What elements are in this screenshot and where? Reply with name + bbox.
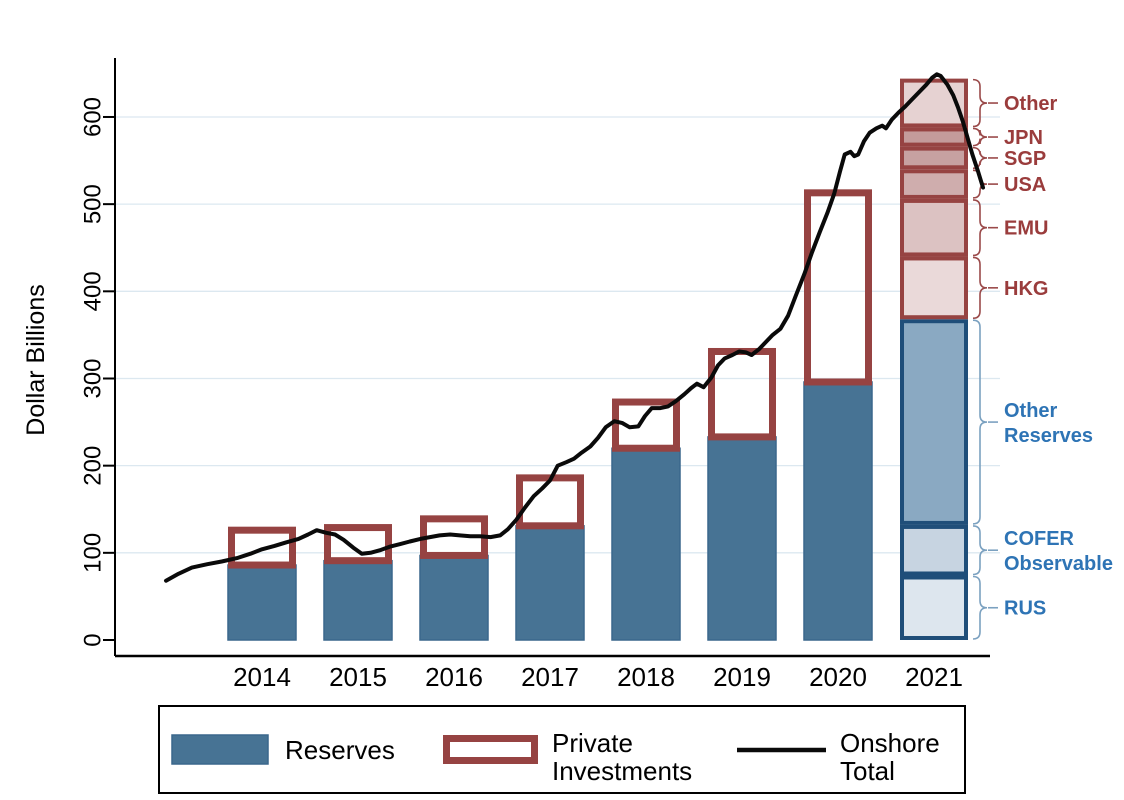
bar-2020-private-outline — [804, 189, 872, 386]
onshore-total-line — [164, 72, 985, 583]
x-tick-label-2020: 2020 — [809, 662, 867, 692]
stack-segment-sgp — [900, 146, 968, 170]
x-tick-label-2021: 2021 — [905, 662, 963, 692]
y-tick-label-600: 600 — [79, 97, 106, 137]
stack-segment-rus — [900, 575, 968, 640]
legend-label-private-investments-line2: Investments — [552, 756, 692, 786]
side-label-rus: RUS — [1004, 598, 1046, 620]
stack-segment-cofer-observable — [900, 524, 968, 576]
y-tick-label-500: 500 — [79, 184, 106, 224]
side-label-other-reserves-line2: Reserves — [1004, 425, 1093, 447]
side-label-other-reserves-line1: Other — [1004, 400, 1058, 422]
bar-2018-private-outline — [612, 398, 680, 452]
x-tick-label-2017: 2017 — [521, 662, 579, 692]
x-tick-label-2018: 2018 — [617, 662, 675, 692]
brace-emu — [972, 199, 988, 257]
bar-2014-private-outline — [228, 526, 296, 569]
side-label-jpn: JPN — [1004, 127, 1043, 149]
side-label-usa: USA — [1004, 174, 1046, 196]
bar-2019-reserves — [707, 436, 777, 641]
stack-segment-hkg — [900, 256, 968, 320]
y-tick-label-0: 0 — [79, 633, 106, 646]
y-tick-label-100: 100 — [79, 533, 106, 573]
brace-other-reserves — [972, 319, 988, 525]
stack-segment-other — [900, 78, 968, 128]
brace-rus — [972, 575, 988, 640]
legend-label-onshore-total-line1: Onshore — [840, 728, 940, 758]
legend-label-private-investments-line1: Private — [552, 728, 633, 758]
side-label-cofer-observable-line1: COFER — [1004, 528, 1075, 550]
x-tick-label-2019: 2019 — [713, 662, 771, 692]
bar-2015-reserves — [323, 559, 393, 641]
y-tick-label-400: 400 — [79, 271, 106, 311]
brace-hkg — [972, 256, 988, 320]
x-tick-label-2015: 2015 — [329, 662, 387, 692]
bar-2016-reserves — [419, 554, 489, 641]
x-tick-label-2016: 2016 — [425, 662, 483, 692]
legend-label-onshore-total-line2: Total — [840, 756, 895, 786]
side-label-cofer-observable-line2: Observable — [1004, 553, 1113, 575]
legend-box — [158, 705, 966, 794]
bar-2014-reserves — [227, 564, 297, 641]
side-label-sgp: SGP — [1004, 148, 1046, 170]
y-axis-title: Dollar Billions — [22, 284, 50, 435]
stack-segment-usa — [900, 169, 968, 199]
bar-2018-reserves — [611, 447, 681, 641]
y-tick-label-200: 200 — [79, 446, 106, 486]
stack-segment-other-reserves — [900, 319, 968, 525]
y-tick-label-300: 300 — [79, 358, 106, 398]
bar-2015-private-outline — [324, 524, 392, 565]
legend-marker-private-investments — [443, 735, 538, 764]
brace-cofer-observable — [972, 525, 988, 576]
brace-other — [972, 78, 988, 128]
brace-jpn — [972, 127, 988, 147]
bar-2017-reserves — [515, 525, 585, 641]
brace-sgp — [972, 146, 988, 170]
side-label-other: Other — [1004, 93, 1058, 115]
side-label-hkg: HKG — [1004, 278, 1048, 300]
bar-2020-reserves — [803, 381, 873, 641]
legend-marker-reserves — [171, 734, 269, 765]
side-label-emu: EMU — [1004, 218, 1048, 240]
stack-segment-emu — [900, 198, 968, 257]
stack-segment-jpn — [900, 127, 968, 147]
x-tick-label-2014: 2014 — [233, 662, 291, 692]
legend-label-reserves: Reserves — [285, 735, 395, 765]
